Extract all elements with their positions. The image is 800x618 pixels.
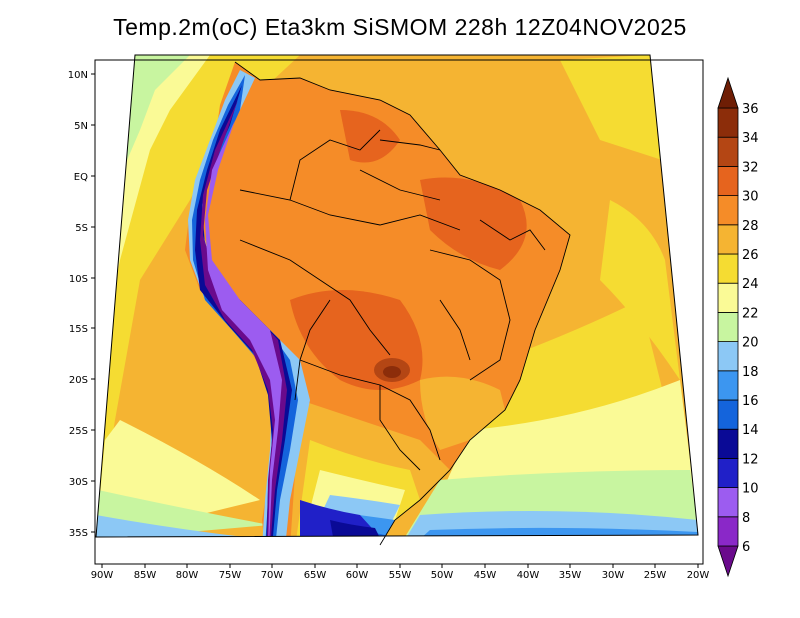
lon-label-25w: 25W	[644, 570, 667, 581]
colorbar-tick-label: 32	[742, 160, 759, 175]
colorbar-segment	[717, 341, 739, 372]
colorbar-upper-arrow	[717, 76, 739, 109]
colorbar-segment	[717, 370, 739, 401]
colorbar-segment	[717, 195, 739, 226]
colorbar-tick-label: 28	[742, 219, 759, 234]
colorbar-segment	[717, 253, 739, 284]
latitude-axis: 10N 5N EQ 5S 10S 15S 20S 25S 30S 35S	[68, 70, 95, 539]
colorbar: 6 8 10 12 14 16 18 20 22 24 26 28 30 32 34 36	[717, 76, 759, 578]
lon-label-60w: 60W	[346, 570, 369, 581]
colorbar-tick-label: 30	[742, 190, 759, 205]
colorbar-segment	[717, 107, 739, 138]
lon-label-55w: 55W	[389, 570, 412, 581]
lon-label-40w: 40W	[517, 570, 540, 581]
colorbar-tick-label: 16	[742, 394, 759, 409]
temperature-field	[96, 55, 698, 537]
lat-label-15s: 15S	[69, 324, 88, 335]
colorbar-tick-label: 6	[742, 540, 750, 555]
longitude-axis: 90W 85W 80W 75W 70W 65W 60W 55W 50W 45W …	[91, 564, 710, 581]
lat-label-20s: 20S	[69, 375, 88, 386]
colorbar-segment	[717, 224, 739, 255]
colorbar-segment	[717, 282, 739, 313]
lon-label-80w: 80W	[176, 570, 199, 581]
lon-label-20w: 20W	[687, 570, 710, 581]
colorbar-tick-label: 34	[742, 131, 759, 146]
colorbar-segment	[717, 428, 739, 459]
lon-label-50w: 50W	[431, 570, 454, 581]
colorbar-segment	[717, 457, 739, 488]
lon-label-45w: 45W	[474, 570, 497, 581]
colorbar-tick-label: 36	[742, 102, 759, 117]
axes-frame	[94, 59, 704, 565]
lon-label-70w: 70W	[261, 570, 284, 581]
colorbar-tick-label: 26	[742, 248, 759, 263]
colorbar-segment	[717, 311, 739, 342]
colorbar-tick-label: 12	[742, 452, 759, 467]
colorbar-lower-arrow	[717, 545, 739, 578]
lon-label-75w: 75W	[219, 570, 242, 581]
colorbar-tick-label: 18	[742, 365, 759, 380]
map-title: Temp.2m(oC) Eta3km SiSMOM 228h 12Z04NOV2…	[113, 14, 687, 40]
lon-label-85w: 85W	[134, 570, 157, 581]
lat-label-25s: 25S	[69, 426, 88, 437]
lat-label-5s: 5S	[75, 223, 88, 234]
lon-label-65w: 65W	[304, 570, 327, 581]
colorbar-segment	[717, 136, 739, 167]
lat-label-eq: EQ	[74, 172, 88, 183]
colorbar-tick-label: 8	[742, 511, 750, 526]
lon-label-35w: 35W	[559, 570, 582, 581]
lon-label-30w: 30W	[602, 570, 625, 581]
country-borders	[234, 61, 571, 546]
lat-label-10s: 10S	[69, 274, 88, 285]
lat-label-5n: 5N	[74, 121, 88, 132]
colorbar-tick-label: 14	[742, 423, 759, 438]
lon-label-90w: 90W	[91, 570, 114, 581]
lat-label-10n: 10N	[68, 70, 88, 81]
lat-label-30s: 30S	[69, 477, 88, 488]
colorbar-segment	[717, 487, 739, 518]
colorbar-tick-label: 10	[742, 482, 759, 497]
colorbar-segment	[717, 399, 739, 430]
colorbar-tick-label: 24	[742, 277, 759, 292]
colorbar-tick-label: 22	[742, 306, 759, 321]
colorbar-segment	[717, 516, 739, 547]
colorbar-tick-label: 20	[742, 336, 759, 351]
colorbar-segment	[717, 165, 739, 196]
map-frame	[95, 54, 699, 538]
lat-label-35s: 35S	[69, 528, 88, 539]
